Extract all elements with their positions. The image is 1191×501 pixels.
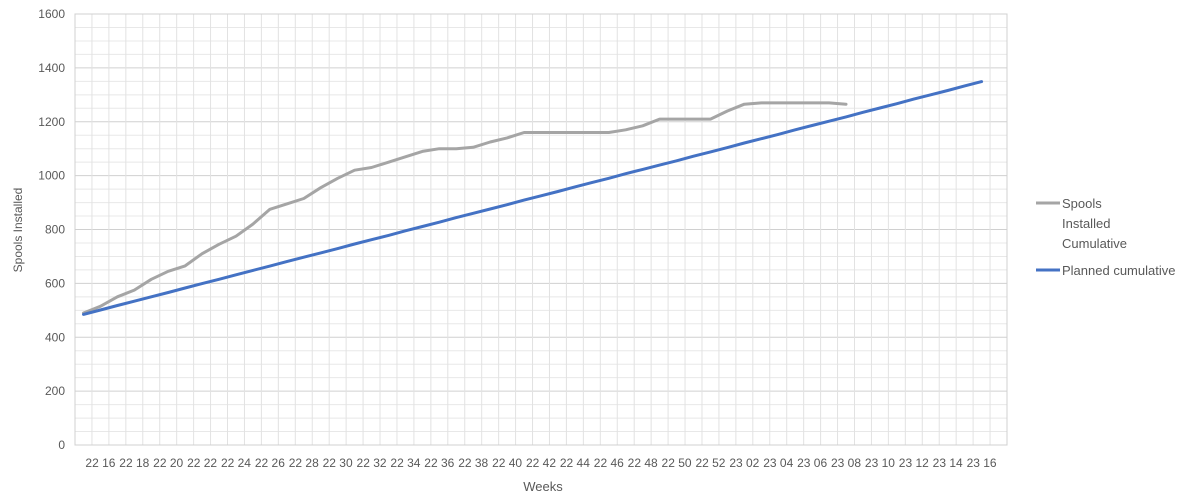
x-tick-label: 22 36 (424, 456, 454, 470)
x-tick-label: 22 18 (119, 456, 149, 470)
grid (74, 13, 1008, 446)
x-tick-label: 23 06 (797, 456, 827, 470)
x-tick-label: 22 24 (221, 456, 251, 470)
series-line-planned (82, 80, 984, 316)
x-tick-label: 23 10 (865, 456, 895, 470)
x-tick-label: 22 26 (255, 456, 285, 470)
x-tick-label: 22 52 (695, 456, 725, 470)
y-tick-label: 1000 (38, 169, 65, 183)
y-tick-label: 1400 (38, 61, 65, 75)
legend: Spools Installed Cumulative Planned cumu… (1036, 196, 1175, 278)
x-axis-ticks: 22 16 22 18 22 20 22 22 22 24 22 26 22 28 22 30… (85, 456, 997, 470)
series-line-spools-installed (82, 101, 848, 315)
x-tick-label: 22 28 (289, 456, 319, 470)
x-tick-label: 22 50 (662, 456, 692, 470)
x-tick-label: 22 48 (628, 456, 658, 470)
y-tick-label: 1600 (38, 7, 65, 21)
y-tick-label: 1200 (38, 115, 65, 129)
x-tick-label: 23 14 (933, 456, 963, 470)
x-tick-label: 22 44 (560, 456, 590, 470)
legend-label-planned: Planned cumulative (1062, 263, 1175, 278)
x-tick-label: 23 12 (899, 456, 929, 470)
x-tick-label: 23 16 (967, 456, 997, 470)
x-tick-label: 23 02 (729, 456, 759, 470)
x-tick-label: 22 46 (594, 456, 624, 470)
y-tick-label: 0 (58, 438, 65, 452)
y-axis-title: Spools Installed (11, 188, 25, 273)
x-axis-title: Weeks (523, 479, 563, 494)
x-tick-label: 22 40 (492, 456, 522, 470)
y-tick-label: 800 (45, 223, 65, 237)
y-tick-label: 200 (45, 384, 65, 398)
x-tick-label: 22 20 (153, 456, 183, 470)
plot-area-border (74, 13, 1008, 446)
legend-item-planned: Planned cumulative (1036, 263, 1175, 278)
series-lines (82, 80, 984, 316)
y-axis-ticks: 0 200 400 600 800 1000 1200 1400 1600 (38, 7, 65, 452)
x-tick-label: 22 34 (390, 456, 420, 470)
x-tick-label: 23 04 (763, 456, 793, 470)
y-tick-label: 400 (45, 330, 65, 344)
x-tick-label: 22 32 (357, 456, 387, 470)
x-tick-label: 22 16 (85, 456, 115, 470)
x-tick-label: 22 30 (323, 456, 353, 470)
y-tick-label: 600 (45, 276, 65, 290)
x-tick-label: 22 22 (187, 456, 217, 470)
legend-label-spools-installed: Spools Installed Cumulative (1062, 196, 1127, 251)
x-tick-label: 23 08 (831, 456, 861, 470)
x-tick-label: 22 38 (458, 456, 488, 470)
legend-item-spools-installed: Spools Installed Cumulative (1036, 196, 1127, 251)
x-tick-label: 22 42 (526, 456, 556, 470)
